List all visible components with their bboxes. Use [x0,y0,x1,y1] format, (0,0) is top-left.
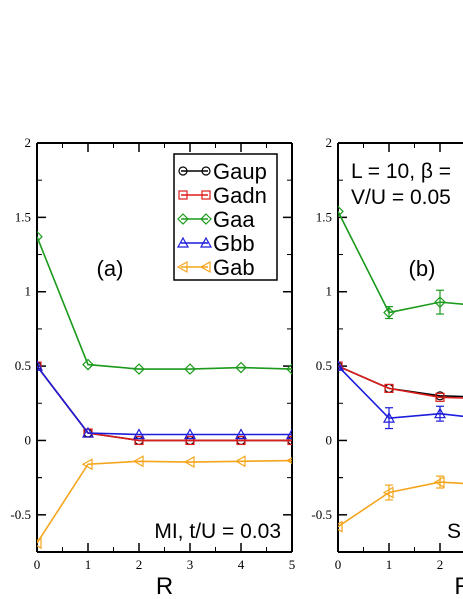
x-tick-label: 4 [238,557,245,572]
y-tick-label: 1 [326,284,333,299]
y-tick-label: 2 [326,135,333,150]
series-line [338,365,463,399]
x-tick-label: 0 [335,557,342,572]
y-tick-label: 0 [25,432,32,447]
x-axis-label: R [454,573,463,599]
data-point [37,361,42,371]
x-axis-label: R [156,573,173,599]
data-point [338,520,343,533]
data-point [384,383,394,393]
x-tick-label: 3 [187,557,194,572]
data-point [37,537,42,550]
data-point [382,411,396,423]
data-point [132,428,146,440]
series-line [37,236,292,370]
legend-label: Gbb [213,231,255,256]
series-line [338,481,463,528]
legend-swatch-marker [201,166,211,176]
data-point [338,361,343,371]
data-point [383,306,395,319]
legend-swatch-marker [199,236,213,248]
x-tick-label: 1 [386,557,393,572]
data-point [184,363,196,375]
data-point [435,392,445,402]
annotation-line: V/U = 0.05 [351,186,451,209]
legend-swatch-marker [178,190,188,200]
legend-swatch-marker [200,213,212,225]
legend-swatch-marker [176,236,190,248]
y-tick-label: 1.5 [316,209,332,224]
legend-swatch-marker [176,260,188,274]
y-tick-label: 0 [326,432,333,447]
x-tick-label: 0 [34,557,41,572]
data-point [234,428,248,440]
data-point [183,428,197,440]
series-line [338,365,463,398]
data-point [434,296,446,308]
data-point [81,426,95,438]
data-point [37,359,44,371]
x-tick-label: 1 [85,557,92,572]
legend-swatch-marker [177,213,189,225]
data-point [185,435,195,446]
panel-label: (b) [409,256,436,281]
legend-box [173,153,278,281]
legend-label: Gadn [213,183,267,208]
y-tick-label: 1.5 [15,209,31,224]
legend-swatch-marker [201,190,211,200]
data-point [236,435,246,446]
data-point [287,435,292,446]
annotation-line: L = 10, β = [351,160,451,183]
data-point [82,358,94,371]
data-point [81,458,93,471]
x-tick-label: 5 [289,557,296,572]
panel-b-chart: -0.500.511.52012R(b)L = 10, β =V/U = 0.0… [311,135,463,599]
series-line [37,459,292,544]
data-point [382,486,394,499]
x-tick-label: 2 [437,557,444,572]
data-point [285,428,292,440]
series-line [37,365,292,442]
data-point [235,361,247,374]
data-point [433,407,447,419]
data-point [133,363,145,375]
legend-label: Gab [213,255,255,280]
y-tick-label: 1 [25,284,32,299]
x-tick-label: 2 [136,557,143,572]
y-tick-label: 0.5 [316,358,332,373]
y-tick-label: 2 [25,135,32,150]
annotation-label: MI, t/U = 0.03 [154,520,281,543]
panel-label: (a) [97,256,124,281]
panel-a-chart: -0.5 0 0.5 1 1.5 2 0 1 2 3 4 5 R (a) GaupGadnGaaGbbGab… [10,135,296,599]
legend-label: Gaup [213,159,267,184]
data-point [183,456,195,469]
data-point [134,435,144,446]
y-tick-label: -0.5 [311,507,332,522]
series-line [37,365,292,442]
data-point [286,363,292,375]
data-point [234,455,246,468]
legend-label: Gaa [213,207,255,232]
data-point [37,230,43,243]
y-tick-label: -0.5 [10,507,31,522]
corner-label: S [447,520,461,543]
data-point [132,455,144,468]
series-line [338,211,463,314]
legend-swatch-marker [199,260,211,274]
series-line [338,365,463,419]
plot-area [338,205,463,533]
data-point [433,476,445,489]
data-point [338,205,344,218]
legend-swatch-marker [178,166,188,176]
data-point [285,457,292,464]
data-point [338,359,345,371]
series-line [37,365,292,436]
plot-area [37,230,292,550]
y-tick-label: 0.5 [15,358,31,373]
